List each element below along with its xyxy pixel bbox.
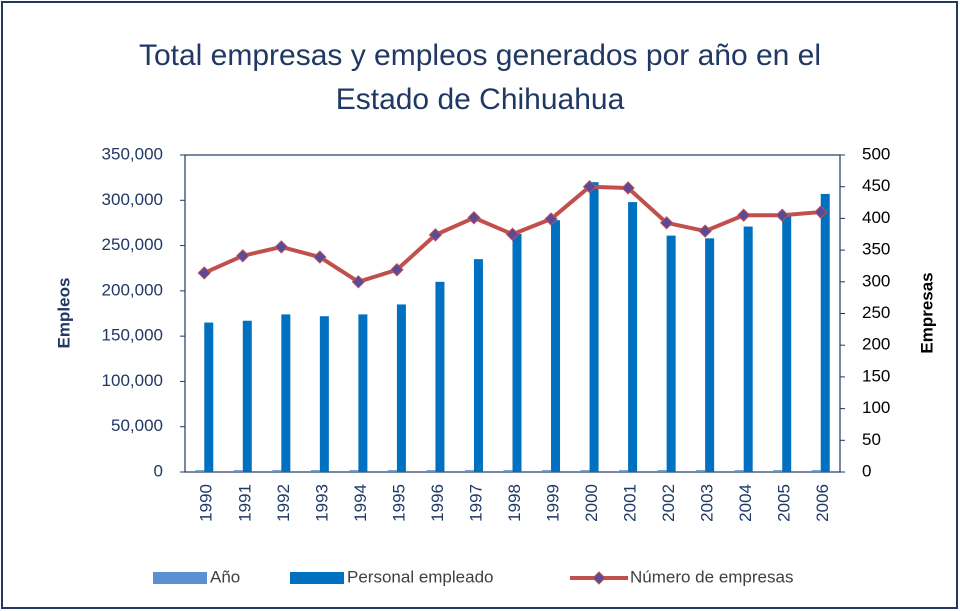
x-tick-label: 1992: [274, 484, 293, 522]
marker: [582, 179, 597, 194]
x-tick-label: 1996: [428, 484, 447, 522]
y-tick-label: 350,000: [102, 144, 163, 163]
y2-axis-label: Empresas: [917, 272, 936, 353]
marker: [428, 228, 443, 242]
x-tick-label: 1998: [505, 484, 524, 522]
x-tick-label: 1999: [544, 484, 563, 522]
bar: [512, 233, 522, 472]
bar: [696, 470, 706, 472]
bar: [396, 304, 406, 472]
y-tick-label: 250,000: [102, 235, 163, 254]
y-axis-label: Empleos: [54, 278, 73, 349]
y-tick-label: 150,000: [102, 326, 163, 345]
y2-tick-label: 50: [862, 430, 881, 449]
marker: [775, 208, 789, 222]
bar: [242, 320, 252, 472]
x-tick-label: 2002: [659, 484, 678, 522]
bar: [503, 470, 513, 472]
bar: [358, 314, 368, 472]
y2-tick-label: 400: [862, 208, 890, 227]
bar: [281, 314, 291, 472]
bar: [272, 470, 282, 472]
bar: [743, 226, 753, 472]
bar: [426, 470, 436, 472]
y2-tick-label: 100: [862, 398, 890, 417]
y2-tick-label: 450: [862, 176, 890, 195]
x-tick-label: 2003: [698, 484, 717, 522]
x-tick-label: 1994: [351, 484, 370, 522]
bar: [773, 470, 783, 472]
marker: [659, 216, 674, 230]
x-tick-label: 2000: [582, 484, 601, 522]
marker: [505, 227, 520, 241]
bar: [310, 470, 320, 472]
y2-tick-label: 300: [862, 271, 890, 290]
y-tick-label: 100,000: [102, 371, 163, 390]
marker: [736, 208, 751, 222]
x-tick-label: 2004: [736, 484, 755, 522]
y-tick-label: 0: [154, 461, 163, 480]
marker: [467, 211, 481, 225]
y2-tick-label: 0: [862, 461, 871, 480]
bar: [666, 235, 676, 472]
bar: [628, 202, 638, 472]
bar: [782, 215, 792, 472]
x-tick-label: 2006: [813, 484, 832, 522]
bar: [464, 470, 474, 472]
x-tick-label: 1990: [197, 484, 216, 522]
legend-label: Personal empleado: [347, 567, 493, 586]
marker: [313, 250, 327, 264]
marker: [197, 266, 211, 280]
marker: [236, 249, 250, 263]
x-tick-label: 1995: [389, 484, 408, 522]
legend-marker: [592, 571, 606, 585]
x-tick-label: 1991: [235, 484, 254, 522]
legend-label: Número de empresas: [630, 567, 793, 586]
y2-tick-label: 200: [862, 335, 890, 354]
marker: [544, 212, 558, 226]
marker: [621, 181, 635, 195]
marker: [698, 224, 712, 238]
bar: [580, 470, 590, 472]
bar: [734, 470, 744, 472]
marker: [814, 205, 828, 219]
bar: [204, 322, 214, 472]
x-tick-label: 1997: [466, 484, 485, 522]
bar: [589, 182, 599, 472]
y2-tick-label: 250: [862, 303, 890, 322]
bar: [387, 470, 397, 472]
y2-tick-label: 500: [862, 144, 890, 163]
legend-label: Año: [210, 567, 240, 586]
y2-tick-label: 350: [862, 240, 890, 259]
bar: [619, 470, 629, 472]
y-tick-label: 50,000: [111, 416, 163, 435]
y-tick-label: 200,000: [102, 280, 163, 299]
marker: [351, 275, 366, 289]
bar: [349, 470, 359, 472]
bar: [820, 193, 830, 472]
x-tick-label: 2005: [775, 484, 794, 522]
marker: [390, 263, 404, 277]
x-tick-label: 1993: [312, 484, 331, 522]
chart-title: Total empresas y empleos generados por a…: [138, 39, 822, 116]
bar: [705, 238, 715, 472]
legend-swatch: [290, 572, 344, 584]
y2-tick-label: 150: [862, 366, 890, 385]
y-tick-label: 300,000: [102, 190, 163, 209]
bar: [435, 281, 445, 472]
bar: [551, 220, 561, 472]
bar: [657, 470, 667, 472]
bar: [473, 259, 483, 472]
marker: [274, 240, 289, 254]
bar: [811, 470, 821, 472]
bar: [195, 470, 205, 472]
bar: [319, 316, 329, 472]
legend-swatch: [153, 572, 207, 584]
bar: [233, 470, 243, 472]
bar: [542, 470, 552, 472]
x-tick-label: 2001: [621, 484, 640, 522]
